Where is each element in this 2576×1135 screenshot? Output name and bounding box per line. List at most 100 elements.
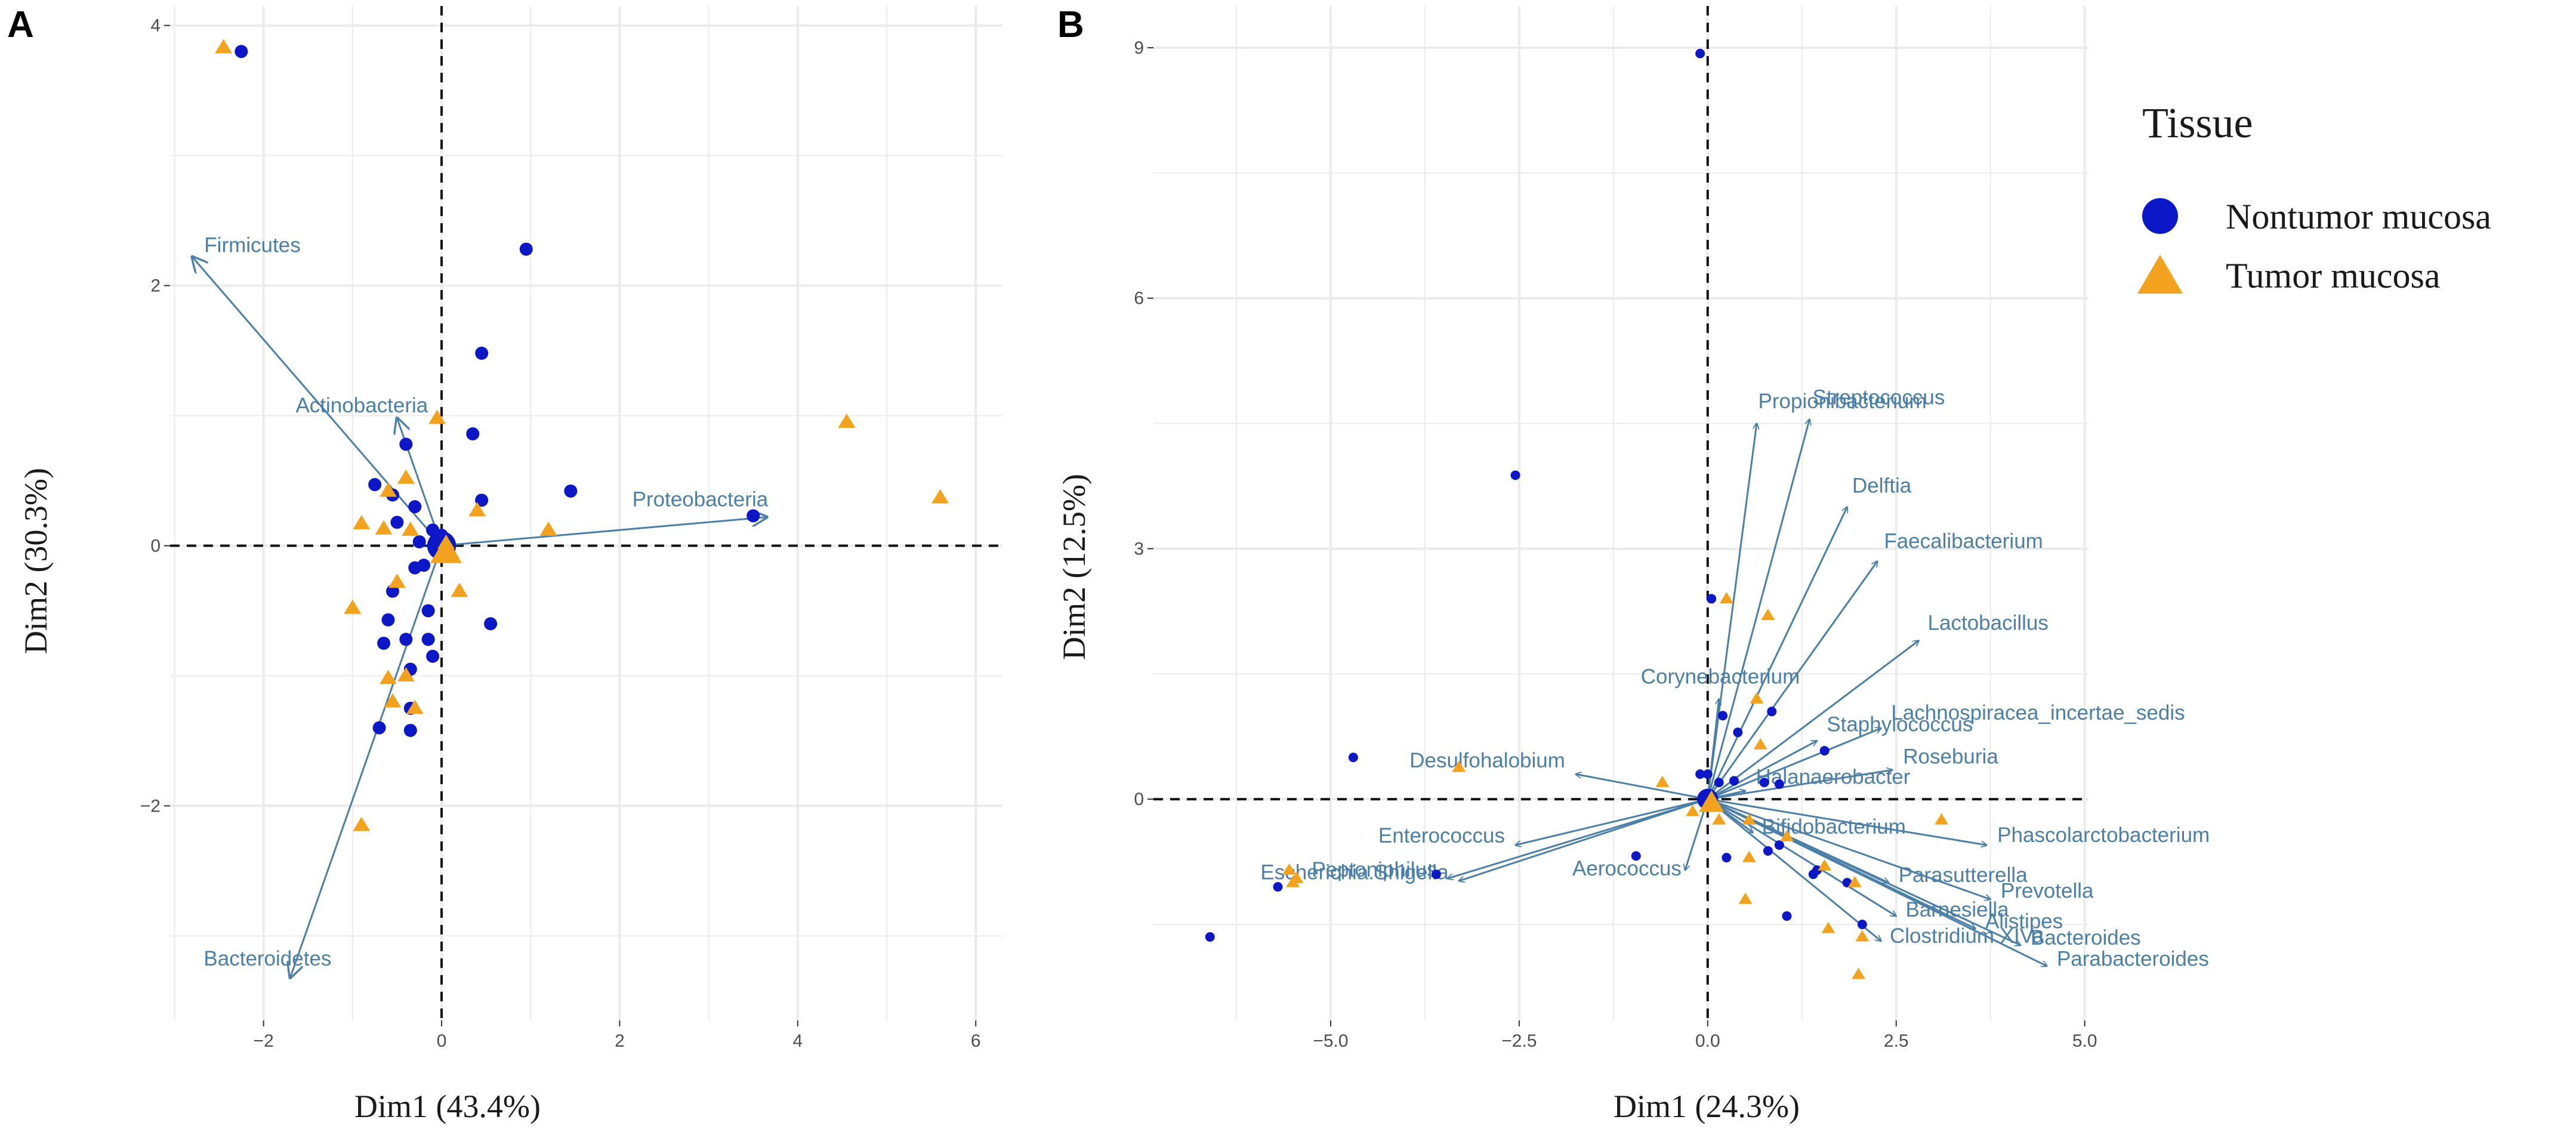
point-nontumor [475, 346, 489, 360]
y-tick-label: 6 [1134, 289, 1144, 309]
point-nontumor [1348, 752, 1358, 763]
point-nontumor [368, 478, 382, 492]
y-tick-label: 0 [150, 536, 161, 556]
vector-bacteroidetes [290, 545, 443, 977]
point-tumor [442, 543, 459, 558]
panel-b-zero-lines [1153, 6, 2088, 1020]
point-nontumor [1722, 853, 1732, 863]
panel-b: B −5.0 −2.5 0.0 2.5 5.0 0 3 6 9 StreptococcusPro… [1056, 4, 2210, 1124]
point-tumor [397, 667, 415, 682]
point-nontumor [426, 649, 440, 663]
point-nontumor [1808, 869, 1818, 880]
point-tumor [1855, 930, 1869, 942]
point-tumor [1935, 813, 1948, 825]
point-tumor [1286, 875, 1300, 887]
point-tumor [1742, 850, 1756, 862]
vector-label-lachnospiracea-incertae-sedis: Lachnospiracea_incertae_sedis [1891, 701, 2185, 724]
y-tick-label: 3 [1134, 539, 1144, 559]
panel-a: A −2 0 2 4 6 −2 0 2 4 Firmicutes Actinobacteria Pr… [7, 4, 1002, 1124]
vector-label-bacteroidetes: Bacteroidetes [203, 947, 331, 970]
vector-propionibacterium [1707, 424, 1757, 800]
vector-proteobacteria [441, 517, 767, 547]
legend-circle-icon [2142, 198, 2178, 234]
point-tumor [1750, 692, 1764, 704]
point-tumor [344, 599, 362, 614]
vector-staphylococcus [1707, 741, 1817, 800]
vector-label-aerococcus: Aerococcus [1572, 857, 1682, 880]
vector-label-enterococcus: Enterococcus [1378, 824, 1505, 847]
vector-label-firmicutes: Firmicutes [204, 234, 300, 257]
vector-desulfohalobium [1576, 774, 1708, 800]
panel-a-gridlines [170, 6, 1002, 1020]
centroid-tumor [1699, 790, 1724, 812]
point-nontumor [1729, 776, 1739, 786]
vector-label-peptoniphilus: Peptoniphilus [1312, 858, 1437, 881]
panel-a-ticks: −2 0 2 4 6 −2 0 2 4 [140, 16, 981, 1051]
legend-item-nontumor: Nontumor mucosa [2226, 197, 2491, 236]
y-tick-label: 0 [1134, 789, 1144, 809]
x-tick-label: −2 [254, 1031, 274, 1051]
panel-b-ylabel: Dim2 (12.5%) [1056, 474, 1092, 660]
point-tumor [375, 520, 393, 535]
panel-a-ylabel: Dim2 (30.3%) [18, 468, 54, 654]
point-nontumor [1695, 769, 1705, 779]
point-nontumor [1631, 851, 1641, 861]
point-tumor [1720, 592, 1733, 604]
point-tumor [380, 482, 397, 497]
point-nontumor [372, 721, 386, 735]
vector-clostridium-xiva [1707, 798, 1881, 941]
vector-label-roseburia: Roseburia [1903, 745, 1998, 769]
point-nontumor [377, 636, 391, 650]
point-tumor [1847, 875, 1862, 887]
point-nontumor [385, 584, 399, 598]
point-nontumor [564, 484, 578, 498]
x-tick-label: 2 [615, 1031, 625, 1051]
y-tick-label: 4 [150, 16, 161, 36]
point-nontumor [1759, 778, 1769, 788]
point-nontumor [746, 509, 760, 523]
point-nontumor [1763, 846, 1773, 856]
vector-delftia [1707, 507, 1847, 800]
vector-label-faecalibacterium: Faecalibacterium [1884, 529, 2043, 553]
point-nontumor [1707, 594, 1717, 604]
point-nontumor [381, 613, 395, 627]
x-tick-label: 2.5 [1884, 1031, 1909, 1051]
point-tumor [353, 515, 371, 530]
point-tumor [1761, 608, 1775, 620]
x-tick-label: 4 [793, 1031, 803, 1051]
point-tumor [1818, 859, 1832, 871]
point-nontumor [412, 535, 426, 548]
point-nontumor [403, 723, 417, 737]
vector-parabacteroides [1707, 798, 2047, 966]
point-nontumor [1510, 470, 1520, 480]
point-tumor [1753, 738, 1767, 750]
panel-b-xlabel: Dim1 (24.3%) [1614, 1088, 1800, 1124]
point-tumor [1852, 967, 1865, 979]
vector-bacteroides [1707, 798, 2020, 945]
x-tick-label: 6 [971, 1031, 981, 1051]
vector-lachnospiracea-incertae-sedis [1707, 728, 1881, 800]
point-tumor [1686, 804, 1699, 816]
vector-phascolarctobacterium [1707, 798, 1987, 845]
vector-label-propionibacterium: Propionibacterium [1759, 390, 1927, 413]
panel-b-ticks: −5.0 −2.5 0.0 2.5 5.0 0 3 6 9 [1134, 38, 2097, 1051]
point-nontumor [408, 500, 422, 514]
point-tumor [1738, 892, 1753, 904]
vector-label-actinobacteria: Actinobacteria [295, 394, 428, 417]
vector-escherichia-shigella [1459, 798, 1708, 881]
point-tumor [353, 816, 371, 831]
point-nontumor [1273, 882, 1283, 892]
panel-a-vectors: Firmicutes Actinobacteria Proteobacteria Ba… [192, 234, 768, 977]
point-nontumor [484, 617, 498, 631]
panel-b-label: B [1057, 4, 1084, 45]
point-nontumor [421, 604, 435, 618]
vector-barnesiella [1707, 798, 1896, 916]
point-nontumor [475, 494, 489, 507]
vector-peptoniphilus [1448, 798, 1708, 878]
vector-label-barnesiella: Barnesiella [1905, 898, 2009, 921]
point-tumor [1780, 829, 1794, 841]
vector-label-desulfohalobium: Desulfohalobium [1409, 749, 1565, 772]
panel-b-points [1205, 48, 1948, 979]
point-nontumor [235, 45, 248, 58]
